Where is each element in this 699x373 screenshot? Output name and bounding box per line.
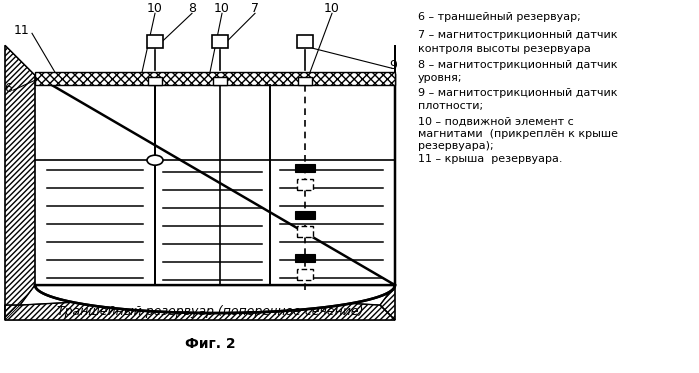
Bar	[212, 35, 228, 48]
Polygon shape	[35, 72, 395, 85]
Text: 9 – магнитострикционный датчик: 9 – магнитострикционный датчик	[418, 88, 617, 98]
Text: 7 – магнитострикционный датчик: 7 – магнитострикционный датчик	[418, 30, 617, 40]
Bar	[297, 179, 313, 190]
Text: 6 – траншейный резервуар;: 6 – траншейный резервуар;	[418, 12, 581, 22]
Bar	[295, 254, 315, 262]
Text: 10: 10	[214, 2, 230, 15]
Text: 8: 8	[188, 2, 196, 15]
Text: 11: 11	[14, 24, 30, 37]
Text: Фиг. 2: Фиг. 2	[185, 337, 236, 351]
Text: уровня;: уровня;	[418, 73, 463, 83]
Text: 9: 9	[389, 59, 397, 72]
Bar	[148, 77, 162, 85]
Text: Траншейный резервуар (поперечное сечение): Траншейный резервуар (поперечное сечение…	[57, 305, 363, 318]
Text: контроля высоты резервуара: контроля высоты резервуара	[418, 44, 591, 54]
Bar	[297, 35, 313, 48]
Text: 7: 7	[251, 2, 259, 15]
Ellipse shape	[147, 155, 163, 165]
Polygon shape	[35, 75, 395, 313]
Bar	[147, 35, 163, 48]
Bar	[297, 269, 313, 280]
Bar	[297, 226, 313, 237]
Text: 10: 10	[324, 2, 340, 15]
Text: 10 – подвижной элемент с: 10 – подвижной элемент с	[418, 116, 574, 126]
Text: плотности;: плотности;	[418, 101, 483, 111]
Text: 11 – крыша  резервуара.: 11 – крыша резервуара.	[418, 154, 563, 164]
Text: 6: 6	[4, 82, 12, 95]
Text: резервуара);: резервуара);	[418, 141, 493, 151]
Bar	[295, 164, 315, 172]
Text: 8 – магнитострикционный датчик: 8 – магнитострикционный датчик	[418, 60, 617, 70]
Bar	[213, 77, 227, 85]
Polygon shape	[5, 285, 395, 320]
Bar	[298, 77, 312, 85]
Bar	[295, 211, 315, 219]
Text: 10: 10	[147, 2, 163, 15]
Polygon shape	[380, 45, 395, 320]
Polygon shape	[5, 45, 35, 320]
Text: магнитами  (прикреплён к крыше: магнитами (прикреплён к крыше	[418, 129, 618, 139]
